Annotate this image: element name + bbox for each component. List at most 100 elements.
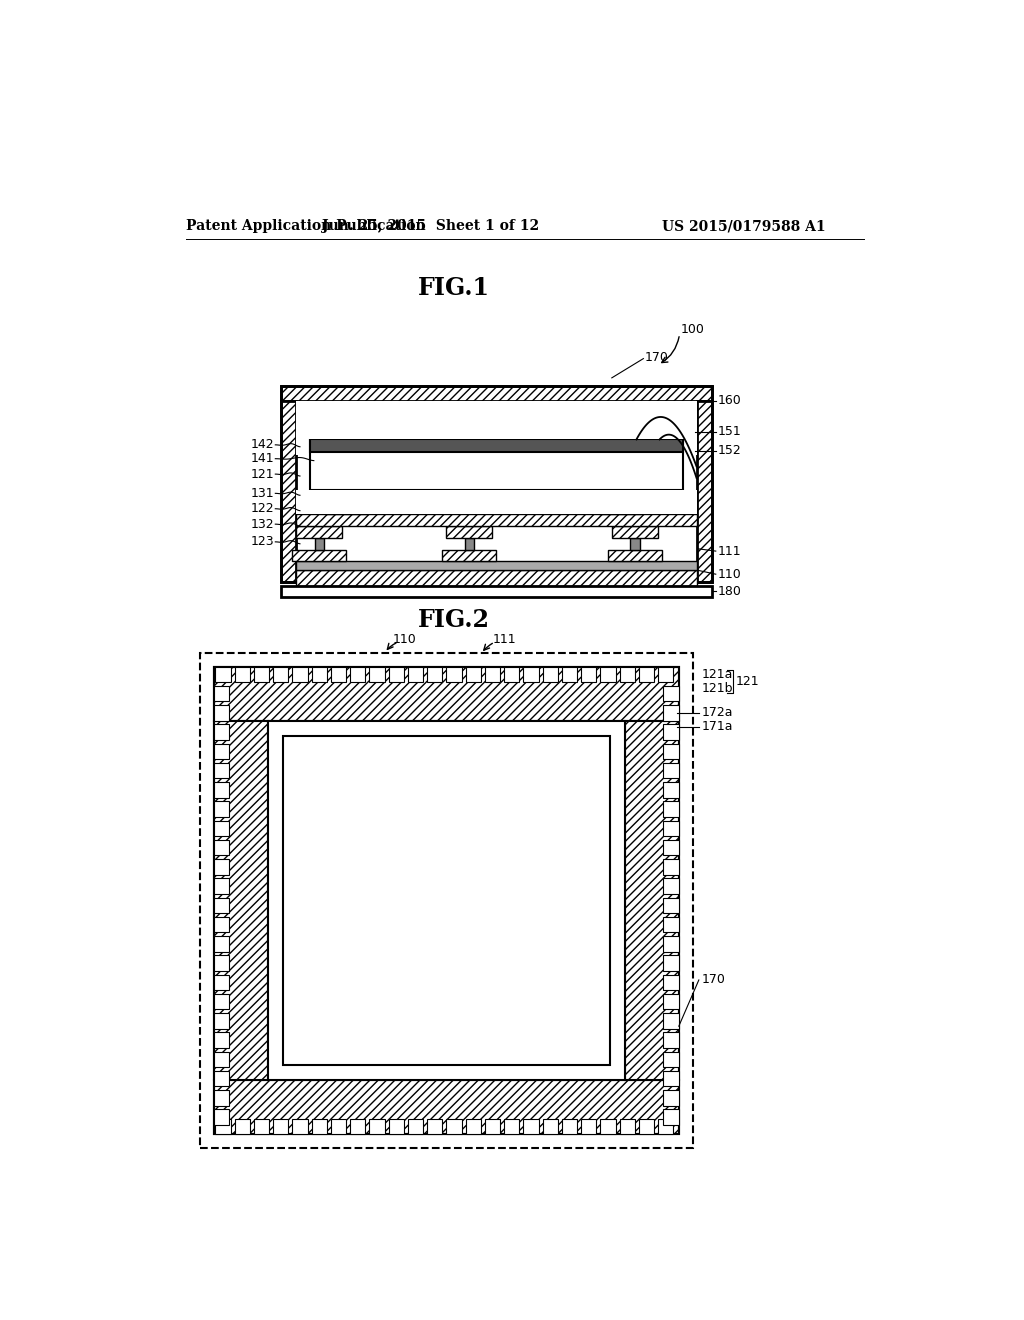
Bar: [408, 667, 423, 682]
Bar: [311, 667, 327, 682]
Bar: [214, 840, 229, 855]
Text: 121: 121: [251, 467, 274, 480]
Bar: [331, 667, 346, 682]
Bar: [631, 539, 640, 549]
Bar: [292, 1118, 307, 1134]
Bar: [664, 686, 679, 701]
Bar: [664, 781, 679, 797]
Bar: [281, 586, 712, 598]
Bar: [484, 667, 500, 682]
Bar: [600, 1118, 615, 1134]
Bar: [562, 667, 578, 682]
Bar: [581, 1118, 596, 1134]
Bar: [562, 1118, 578, 1134]
Bar: [200, 653, 692, 1148]
Bar: [408, 1118, 423, 1134]
Bar: [214, 721, 267, 1080]
Bar: [214, 1109, 229, 1125]
Bar: [281, 401, 296, 582]
Bar: [664, 974, 679, 990]
Bar: [466, 667, 481, 682]
Bar: [214, 1014, 229, 1028]
Bar: [215, 1118, 230, 1134]
Text: Jun. 25, 2015  Sheet 1 of 12: Jun. 25, 2015 Sheet 1 of 12: [323, 219, 540, 234]
Bar: [442, 549, 497, 561]
Bar: [608, 549, 662, 561]
Bar: [214, 667, 679, 1134]
Bar: [281, 385, 712, 401]
Text: 180: 180: [717, 585, 741, 598]
Bar: [620, 667, 635, 682]
Text: 100: 100: [681, 323, 705, 335]
Bar: [664, 840, 679, 855]
Text: 132: 132: [251, 517, 274, 531]
Bar: [214, 936, 229, 952]
Bar: [311, 1118, 327, 1134]
Bar: [504, 1118, 519, 1134]
Bar: [314, 539, 324, 549]
Bar: [214, 667, 679, 721]
Text: 170: 170: [701, 973, 726, 986]
Text: 171a: 171a: [701, 721, 733, 733]
Bar: [664, 743, 679, 759]
Bar: [639, 667, 654, 682]
Bar: [600, 667, 615, 682]
Bar: [466, 1118, 481, 1134]
Bar: [214, 878, 229, 894]
Bar: [214, 1090, 229, 1106]
Bar: [214, 725, 229, 739]
Bar: [214, 1080, 679, 1134]
Bar: [214, 1052, 229, 1067]
Bar: [283, 737, 609, 1065]
Bar: [296, 570, 696, 586]
Text: 121: 121: [736, 675, 760, 688]
Bar: [639, 1118, 654, 1134]
Bar: [310, 440, 683, 451]
Text: FIG.1: FIG.1: [418, 276, 489, 300]
Bar: [331, 1118, 346, 1134]
Text: 121a: 121a: [701, 668, 733, 681]
Bar: [292, 667, 307, 682]
Bar: [326, 490, 368, 515]
Bar: [523, 1118, 539, 1134]
Text: 172a: 172a: [701, 706, 733, 719]
Bar: [523, 667, 539, 682]
Bar: [234, 667, 250, 682]
Bar: [664, 936, 679, 952]
Bar: [214, 686, 229, 701]
Bar: [664, 1014, 679, 1028]
Bar: [664, 801, 679, 817]
Bar: [696, 401, 712, 582]
Bar: [296, 490, 696, 515]
Bar: [664, 956, 679, 970]
Bar: [234, 1118, 250, 1134]
Bar: [620, 1118, 635, 1134]
Bar: [388, 667, 403, 682]
Bar: [214, 898, 229, 913]
Bar: [254, 667, 269, 682]
Bar: [273, 1118, 289, 1134]
Text: 121b: 121b: [701, 681, 733, 694]
Bar: [214, 781, 229, 797]
Bar: [446, 527, 493, 539]
Bar: [214, 743, 229, 759]
Bar: [658, 667, 674, 682]
Bar: [664, 898, 679, 913]
Bar: [310, 440, 683, 490]
Bar: [273, 667, 289, 682]
Bar: [504, 667, 519, 682]
Bar: [370, 1118, 385, 1134]
Bar: [267, 721, 625, 1080]
Bar: [664, 1090, 679, 1106]
Text: US 2015/0179588 A1: US 2015/0179588 A1: [662, 219, 825, 234]
Bar: [664, 1032, 679, 1048]
Bar: [350, 667, 366, 682]
Bar: [664, 763, 679, 779]
Bar: [446, 1118, 462, 1134]
Bar: [611, 527, 658, 539]
Bar: [581, 667, 596, 682]
Text: 111: 111: [493, 634, 516, 647]
Bar: [446, 667, 462, 682]
Bar: [664, 1109, 679, 1125]
Text: 142: 142: [251, 438, 274, 451]
